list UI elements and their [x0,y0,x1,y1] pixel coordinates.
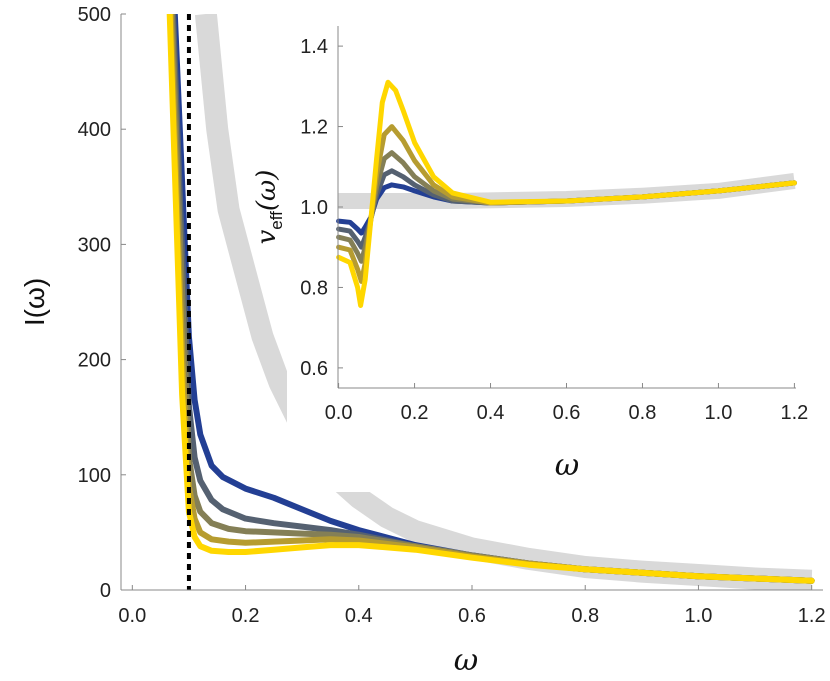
inset-y-tick-label: 1.0 [300,197,328,219]
inset-y-tick-label: 1.2 [300,117,328,139]
inset-background [287,14,818,492]
inset-x-tick-label: 0.8 [629,402,657,424]
inset-y-label-sub: eff [267,211,286,230]
main-x-tick-label: 0.6 [458,605,486,627]
main-x-tick-label: 0.8 [571,605,599,627]
main-x-tick-label: 0.2 [232,605,260,627]
main-y-tick-label: 400 [78,119,111,141]
inset-series-line-5 [336,79,797,308]
inset-x-tick-label: 0.2 [401,402,429,424]
main-y-tick-label: 0 [100,580,111,602]
inset-y-tick-label: 0.8 [300,277,328,299]
main-y-tick-label: 500 [78,4,111,26]
inset-x-tick-label: 1.2 [780,402,808,424]
main-x-tick-label: 1.2 [798,605,826,627]
inset-x-tick-label: 1.0 [705,402,733,424]
inset-x-tick-label: 0.6 [553,402,581,424]
main-y-axis-label: I(ω) [19,278,50,326]
inset-y-tick-label: 1.4 [300,36,328,58]
inset-y-tick-label: 0.6 [300,358,328,380]
main-y-tick-label: 200 [78,350,111,372]
inset-x-tick-label: 0.0 [325,402,353,424]
inset-x-axis-label: ω [555,448,579,483]
inset-series-layer [336,79,797,308]
main-x-tick-label: 0.4 [345,605,373,627]
main-series-layer [166,14,815,590]
main-x-tick-label: 0.0 [118,605,146,627]
inset-y-label-tail: (ω) [252,170,282,212]
main-x-axis-label: ω [454,643,478,678]
inset-y-axis-label: veff(ω) [252,170,286,245]
main-x-tick-label: 1.0 [685,605,713,627]
inset-tick-layer: 0.0 0.2 0.4 0.6 0.8 1.0 1.2 0.6 0.8 1.0 1.2 1.4 [300,36,808,424]
inset-y-label-main: v [252,229,282,244]
inset-x-tick-label: 0.4 [477,402,505,424]
main-y-tick-label: 100 [78,465,111,487]
main-y-tick-label: 300 [78,234,111,256]
main-tick-layer: 0.0 0.2 0.4 0.6 0.8 1.0 1.2 0 100 200 300 400 500 [78,4,826,627]
inset-plot: 0.0 0.2 0.4 0.6 0.8 1.0 1.2 0.6 0.8 1.0 1.2 1.4 ω v… [252,14,818,492]
